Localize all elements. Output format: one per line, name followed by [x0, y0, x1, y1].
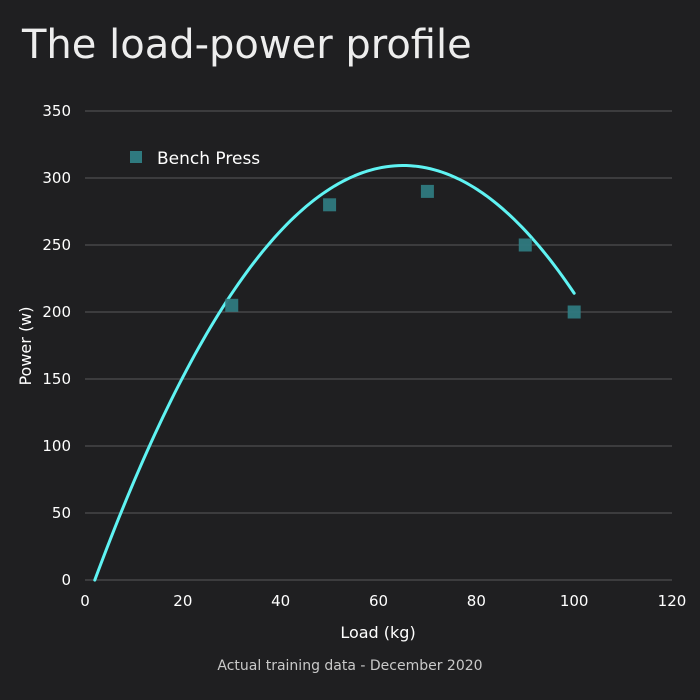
- data-point: [518, 238, 532, 252]
- data-point: [420, 184, 434, 198]
- x-tick-label: 20: [173, 592, 192, 610]
- x-tick-label: 80: [467, 592, 486, 610]
- data-point: [323, 198, 337, 212]
- legend-swatch-bench-press: [130, 151, 142, 163]
- fit-curve-group: [93, 164, 576, 582]
- y-tick-label: 100: [42, 437, 71, 455]
- x-axis-ticks: 0 20 40 60 80 100 120: [80, 592, 686, 610]
- y-tick-label: 250: [42, 236, 71, 254]
- y-tick-label: 300: [42, 169, 71, 187]
- data-points: [225, 184, 581, 319]
- y-axis-label: Power (w): [16, 306, 35, 385]
- y-tick-label: 150: [42, 370, 71, 388]
- y-tick-label: 200: [42, 303, 71, 321]
- x-tick-label: 120: [658, 592, 687, 610]
- y-tick-label: 350: [42, 102, 71, 120]
- y-tick-label: 50: [52, 504, 71, 522]
- x-tick-label: 100: [560, 592, 589, 610]
- y-tick-label: 0: [61, 571, 71, 589]
- x-tick-label: 0: [80, 592, 90, 610]
- fit-curve-line: [93, 164, 576, 582]
- data-point: [567, 305, 581, 319]
- y-axis-ticks: 0 50 100 150 200 250 300 350: [42, 102, 71, 589]
- legend-label-bench-press: Bench Press: [157, 149, 260, 169]
- chart-caption: Actual training data - December 2020: [217, 658, 483, 674]
- grid-lines: [85, 110, 672, 581]
- chart-title: The load-power profile: [22, 22, 472, 68]
- x-axis-label: Load (kg): [340, 623, 415, 642]
- data-point: [225, 298, 239, 312]
- legend: Bench Press: [130, 149, 260, 169]
- x-tick-label: 60: [369, 592, 388, 610]
- x-tick-label: 40: [271, 592, 290, 610]
